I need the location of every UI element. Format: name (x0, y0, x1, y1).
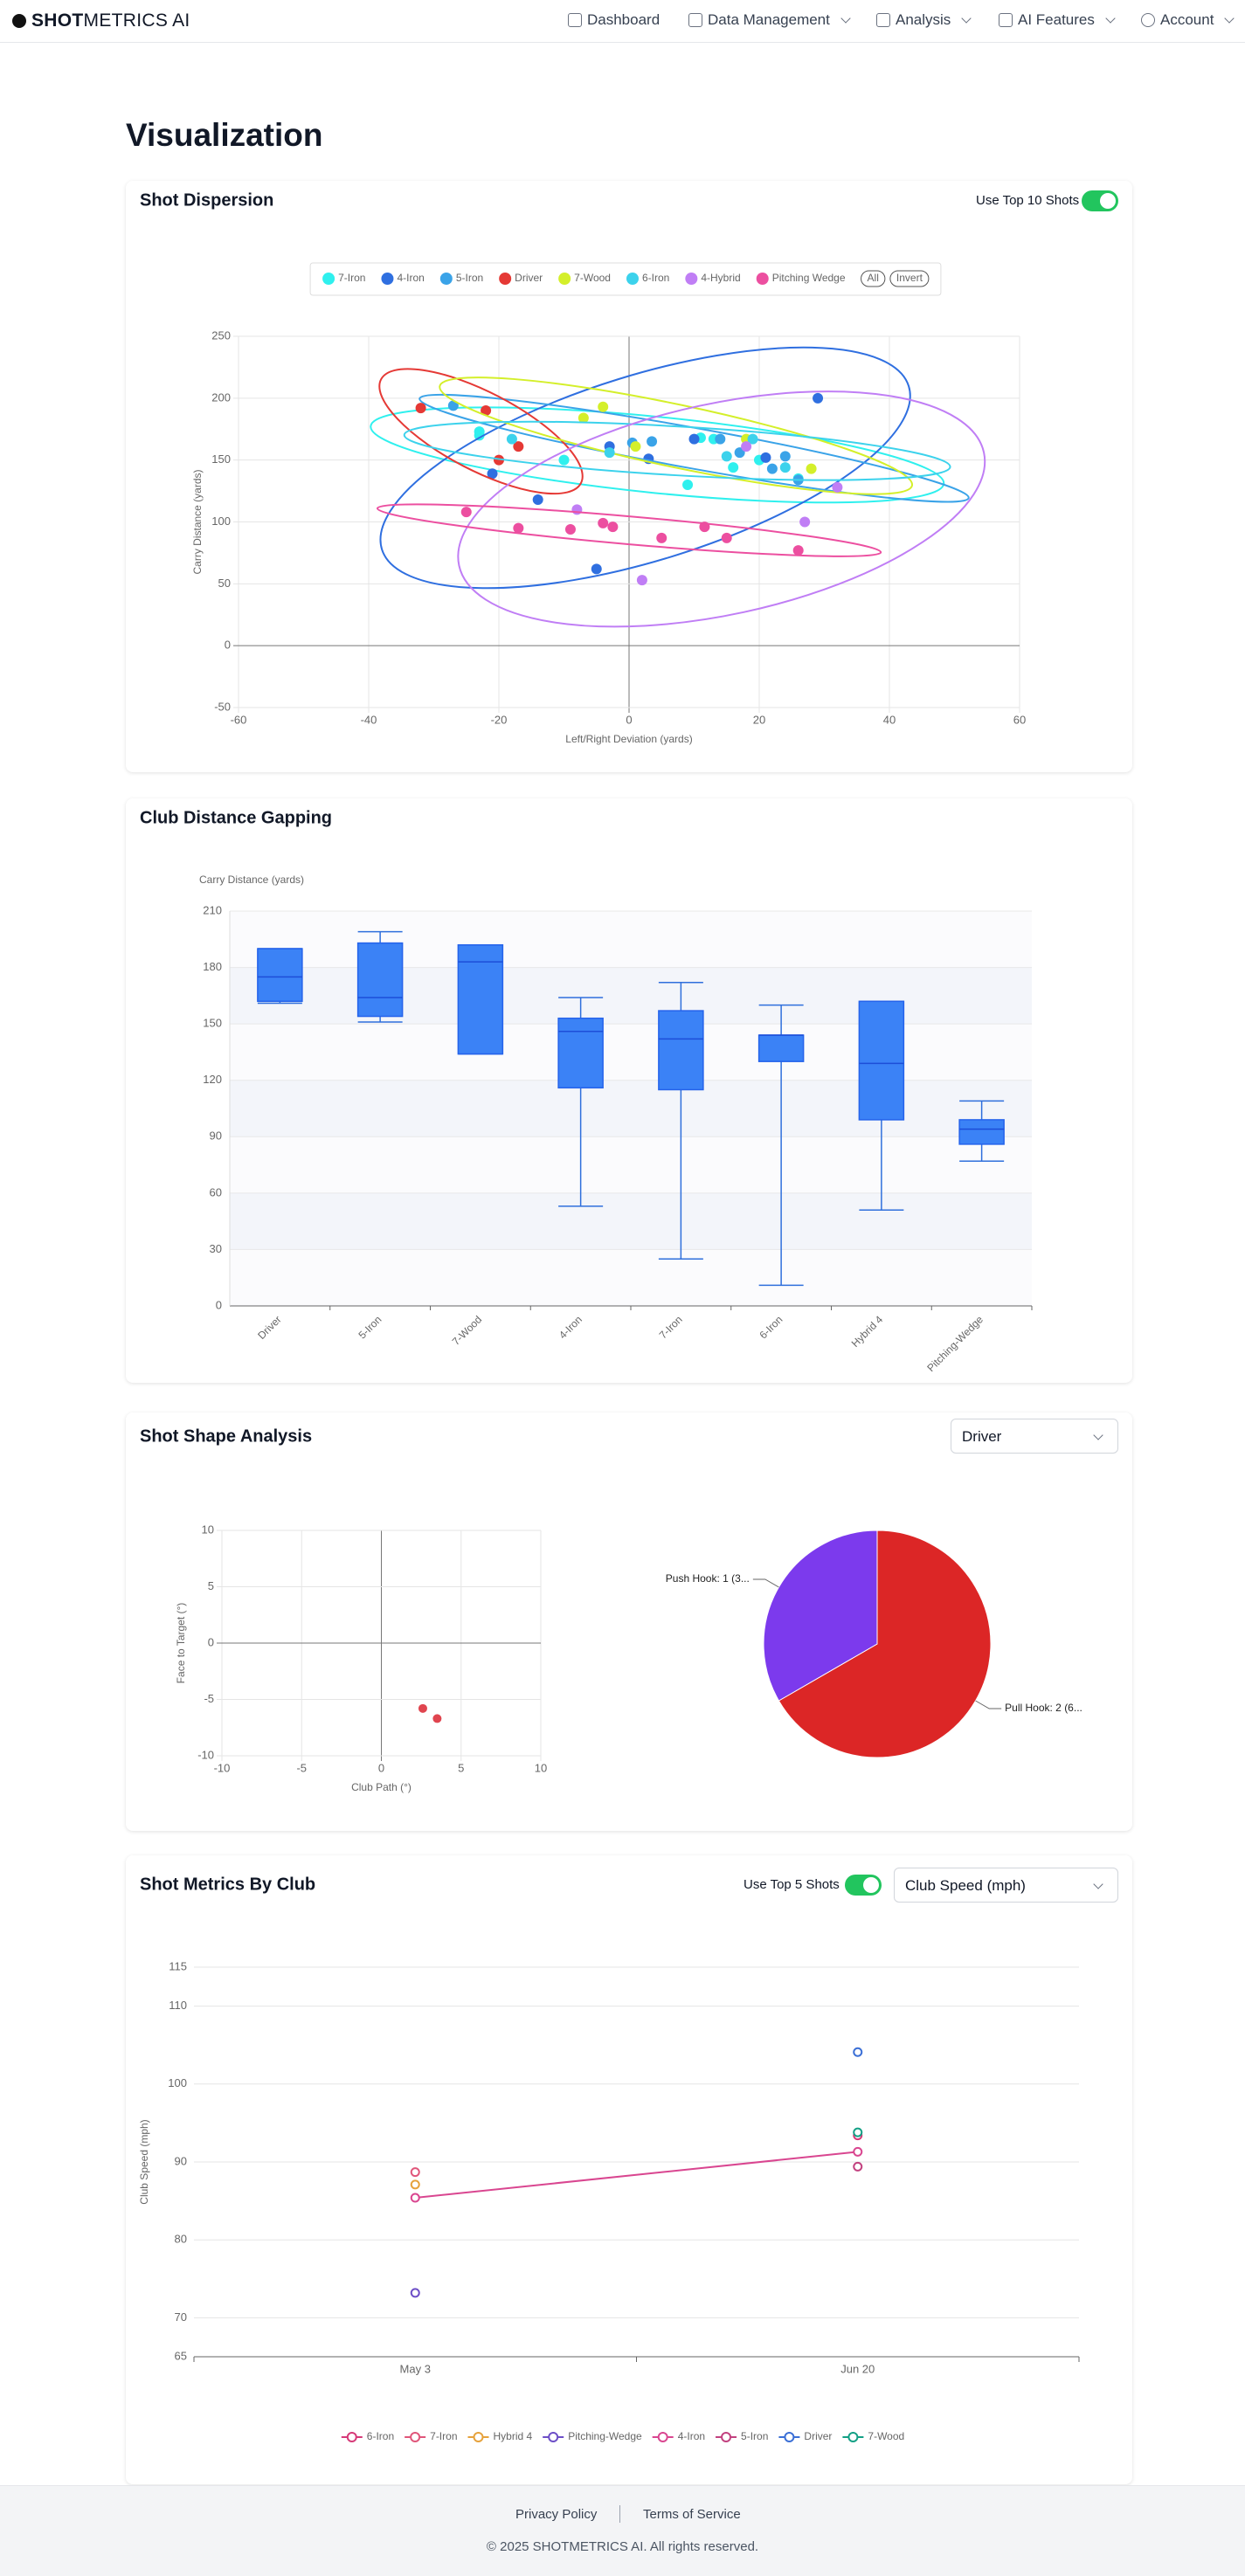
footer-link[interactable]: Privacy Policy (515, 2507, 598, 2522)
footer-separator (619, 2505, 620, 2523)
brand-rest: METRICS AI (83, 10, 190, 31)
toggle[interactable] (845, 1875, 882, 1896)
card (126, 1412, 1132, 1831)
page-title: Visualization (126, 117, 323, 153)
card (126, 181, 1132, 772)
nav-label: Dashboard (587, 11, 661, 28)
toggle-label: Use Top 10 Shots (976, 193, 1080, 208)
copyright: © 2025 SHOTMETRICS AI. All rights reserv… (486, 2539, 759, 2554)
brand-bold: SHOT (31, 10, 84, 31)
nav-label: Account (1160, 11, 1214, 28)
navbar: SHOT METRICS AI Dashboard Data Management… (0, 0, 1245, 43)
card (126, 1855, 1132, 2484)
nav-item[interactable]: Data Management (688, 11, 851, 29)
club-select[interactable]: Driver (951, 1419, 1118, 1454)
nav-item[interactable]: Analysis (876, 11, 972, 29)
nav-label: Data Management (708, 11, 830, 28)
card (126, 798, 1132, 1383)
toggle-label: Use Top 5 Shots (744, 1877, 840, 1892)
footer: Privacy Policy Terms of Service © 2025 S… (0, 2485, 1245, 2576)
toggle[interactable] (1082, 190, 1118, 211)
nav-item[interactable]: Account (1141, 11, 1235, 29)
nav-label: Analysis (896, 11, 951, 28)
metric-select[interactable]: Club Speed (mph) (894, 1868, 1118, 1903)
brand[interactable]: SHOT METRICS AI (12, 10, 190, 31)
nav-item[interactable]: Dashboard (568, 11, 660, 29)
nav-item[interactable]: AI Features (999, 11, 1116, 29)
select-value: Driver (962, 1428, 1002, 1445)
nav-label: AI Features (1018, 11, 1095, 28)
footer-link[interactable]: Terms of Service (643, 2507, 741, 2522)
select-value: Club Speed (mph) (905, 1877, 1026, 1894)
